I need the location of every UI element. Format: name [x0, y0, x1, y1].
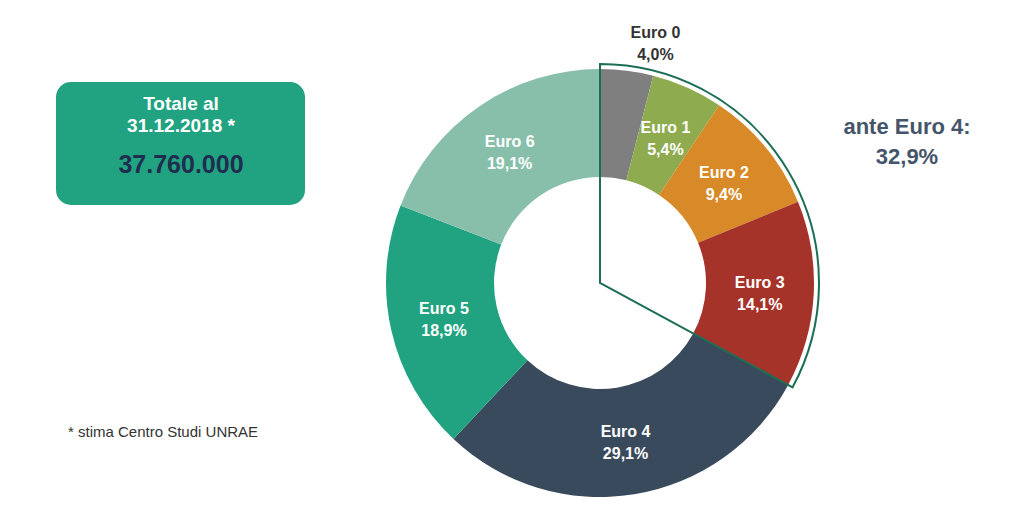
slice-name: Euro 3	[735, 274, 785, 291]
slice-value: 9,4%	[706, 186, 742, 203]
slice-name: Euro 1	[640, 119, 690, 136]
total-box-background	[56, 82, 305, 205]
total-box-title: Totale al	[143, 93, 219, 114]
slice-value: 14,1%	[737, 296, 782, 313]
group-label: ante Euro 4:	[843, 114, 970, 139]
slice	[386, 205, 527, 439]
group-outline	[600, 64, 819, 387]
total-value: 37.760.000	[118, 150, 243, 178]
slice-name: Euro 5	[419, 300, 469, 317]
slice-value: 5,4%	[647, 141, 683, 158]
footnote: * stima Centro Studi UNRAE	[68, 423, 258, 440]
slice-value: 19,1%	[487, 155, 532, 172]
chart: Totale al31.12.2018 * 37.760.000 Euro 0 4,0…	[0, 0, 1024, 505]
slice-name: Euro 4	[601, 423, 651, 440]
slice-value: 18,9%	[421, 322, 466, 339]
slice	[401, 69, 600, 245]
slice-name: Euro 0	[631, 24, 681, 41]
slice-value: 29,1%	[603, 445, 648, 462]
slice-value: 4,0%	[637, 46, 673, 63]
slice-name: Euro 6	[485, 133, 535, 150]
total-box: Totale al31.12.2018 * 37.760.000	[56, 82, 305, 205]
donut	[386, 64, 819, 497]
group-value: 32,9%	[876, 144, 938, 169]
total-box-title: 31.12.2018 *	[127, 115, 235, 136]
data-labels: Euro 0 4,0% Euro 1 5,4% Euro 2 9,4% Euro 3 14,1…	[419, 24, 785, 462]
slice-name: Euro 2	[699, 164, 749, 181]
